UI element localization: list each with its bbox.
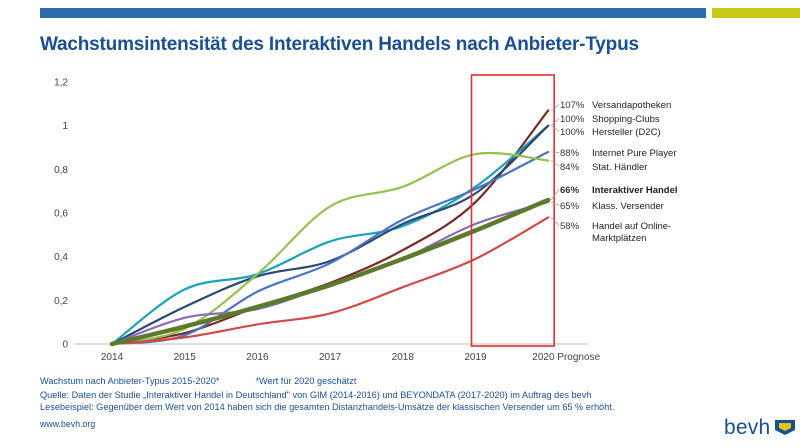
x-tick-label: 2020 Prognose (532, 352, 600, 363)
legend-series-name: Interaktiver Handel (592, 185, 678, 196)
chevron-flag-icon (775, 420, 796, 435)
x-tick-label: 2019 (464, 352, 487, 363)
y-tick-label: 1 (62, 121, 68, 132)
legend-series-name: Versandapotheken (592, 100, 671, 111)
legend-series-name: Marktplätzen (592, 233, 646, 244)
end-label-value: 58% (560, 221, 580, 232)
top-accent-bar-blue (40, 8, 706, 18)
legend-series-name: Shopping-Clubs (592, 114, 660, 125)
end-label-connector (550, 189, 560, 201)
forecast-highlight-box (470, 74, 555, 347)
end-label-value: 66% (560, 185, 580, 196)
y-tick-label: 0 (62, 340, 68, 351)
series-line-hersteller-d2c- (110, 124, 550, 346)
bevh-logo: bevh (724, 416, 797, 440)
y-tick-label: 0,2 (54, 296, 68, 307)
legend-series-name: Hersteller (D2C) (592, 127, 661, 138)
legend-series-name: Klass. Versender (592, 201, 664, 212)
series-line-versandapotheken (110, 109, 550, 346)
end-label-connector (551, 201, 560, 206)
series-line-internet-pure-player (110, 150, 550, 346)
footer-url-link[interactable]: www.bevh.org (40, 419, 96, 429)
end-label-value: 65% (560, 201, 580, 212)
x-tick-label: 2016 (246, 352, 269, 363)
y-tick-label: 1,2 (54, 78, 68, 89)
legend-series-name: Internet Pure Player (592, 148, 677, 159)
footer-caption-text: Wachstum nach Anbieter-Typus 2015-2020* (40, 376, 220, 386)
y-tick-label: 0,8 (54, 165, 68, 176)
legend-series-name: Handel auf Online- (592, 221, 671, 232)
footer-source: Quelle: Daten der Studie „Interaktiver H… (40, 390, 592, 400)
footer-caption: Wachstum nach Anbieter-Typus 2015-2020* *… (40, 376, 356, 386)
y-tick-label: 0,4 (54, 252, 68, 263)
end-label-value: 84% (560, 162, 580, 173)
series-line-shopping-clubs (110, 124, 550, 346)
series-line-klass-versender (110, 201, 550, 346)
y-tick-label: 0,6 (54, 209, 68, 220)
end-label-value: 88% (560, 148, 580, 159)
x-tick-label: 2018 (392, 352, 415, 363)
logo-text: bevh (724, 416, 771, 439)
page-title: Wachstumsintensität des Interaktiven Han… (40, 34, 639, 55)
end-label-connector (550, 217, 560, 226)
series-line-interaktiver-handel (109, 197, 551, 347)
series-line-handel-auf-online-marktpl-tzen (110, 216, 550, 346)
x-tick-label: 2015 (174, 352, 197, 363)
end-label-value: 100% (560, 114, 585, 125)
end-label-connector (550, 160, 560, 167)
footer-caption-note: *Wert für 2020 geschätzt (255, 376, 357, 386)
end-label-value: 107% (560, 100, 585, 111)
end-label-connector (550, 118, 560, 126)
end-label-value: 100% (560, 127, 585, 138)
end-label-connector (550, 125, 560, 132)
top-accent-bar-green (712, 8, 800, 18)
end-label-connector (551, 151, 560, 153)
footer-example: Lesebeispiel: Gegenüber dem Wert von 201… (40, 402, 615, 412)
end-label-connector (550, 104, 560, 111)
x-tick-label: 2017 (319, 352, 342, 363)
legend-series-name: Stat. Händler (592, 162, 647, 173)
x-tick-label: 2014 (101, 352, 124, 363)
